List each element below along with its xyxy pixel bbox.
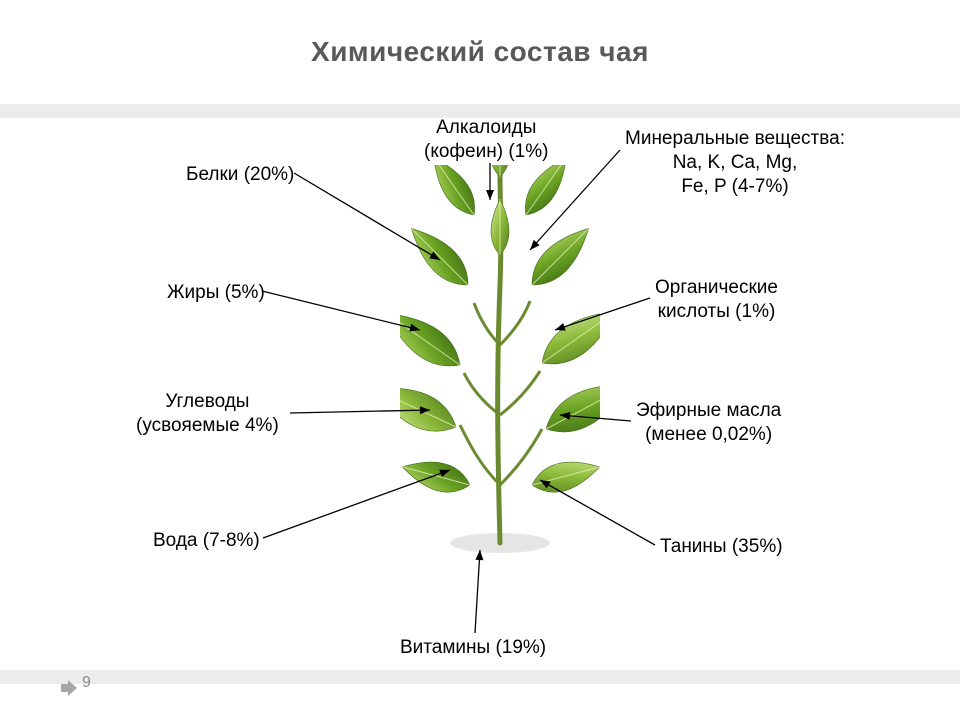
label-acids: Органические кислоты (1%) [655, 276, 778, 324]
bottom-divider [0, 670, 960, 684]
label-fats: Жиры (5%) [167, 281, 265, 305]
nav-arrow-icon[interactable] [60, 679, 78, 702]
label-vitamins: Витамины (19%) [400, 636, 546, 660]
label-alkaloids: Алкалоиды (кофеин) (1%) [424, 116, 548, 164]
label-proteins: Белки (20%) [186, 163, 294, 187]
page-title: Химический состав чая [0, 36, 960, 68]
label-oils: Эфирные масла (менее 0,02%) [636, 399, 781, 447]
plant-illustration [400, 165, 600, 555]
label-water: Вода (7-8%) [153, 529, 260, 553]
stage: Химический состав чая [0, 0, 960, 720]
label-minerals: Минеральные вещества: Na, K, Ca, Mg, Fe,… [625, 127, 845, 198]
label-tannins: Танины (35%) [660, 535, 783, 559]
page-number: 9 [82, 674, 91, 692]
label-carbs: Углеводы (усвояемые 4%) [136, 390, 279, 438]
